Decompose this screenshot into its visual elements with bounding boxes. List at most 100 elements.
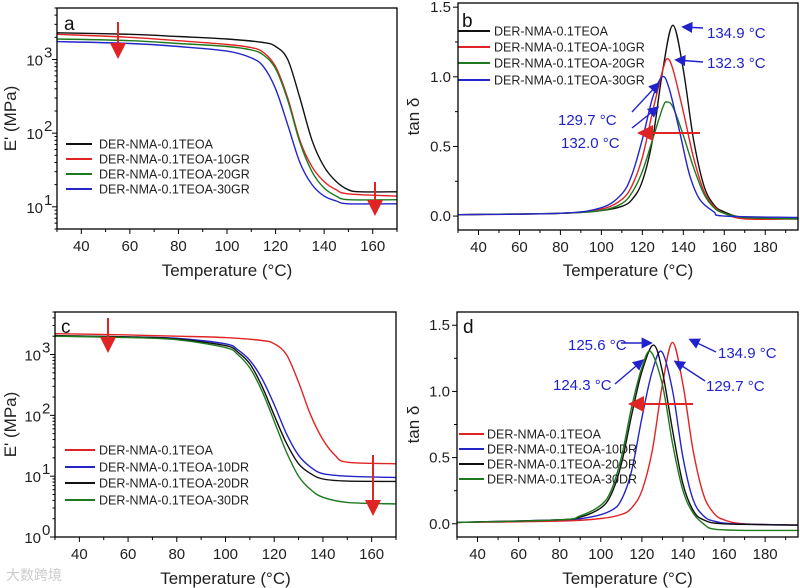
legend-label: DER-NMA-0.1TEOA-30GR: [494, 74, 645, 88]
x-tick-label: 60: [122, 238, 139, 255]
series-line-3: [458, 101, 798, 220]
panel-b: DER-NMA-0.1TEOA DER-NMA-0.1TEOA-10GR DER-N…: [404, 0, 799, 280]
peak-annotation: 129.7 °C: [706, 378, 765, 395]
x-tick-label: 100: [588, 546, 613, 563]
y-axis-label: tan δ: [404, 98, 423, 136]
peak-arrow-icon: [688, 338, 717, 353]
x-tick-label: 40: [469, 546, 486, 563]
y-tick-base: 10: [26, 200, 43, 217]
watermark: 大数跨境: [6, 568, 62, 584]
y-tick-base: 10: [26, 126, 43, 143]
y-tick-exponent: 1: [44, 192, 52, 209]
panel-a: DER-NMA-0.1TEOADER-NMA-0.1TEOA-10GRDER-N…: [1, 7, 398, 280]
x-tick-label: 140: [670, 546, 695, 563]
legend-label: DER-NMA-0.1TEOA-10GR: [494, 41, 645, 55]
legend-label: DER-NMA-0.1TEOA-10DR: [99, 461, 249, 475]
y-axis-label: E' (MPa): [1, 392, 20, 458]
panel-d: DER-NMA-0.1TEOADER-NMA-0.1TEOA-10DRDER-N…: [404, 311, 799, 588]
peak-annotation: 129.7 °C: [558, 112, 617, 129]
x-tick-label: 180: [753, 239, 778, 256]
series-line-1: [457, 341, 798, 526]
peak-annotation: 125.6 °C: [568, 337, 627, 354]
series-line-4: [57, 40, 397, 205]
peak-arrow-icon: [674, 55, 704, 67]
y-tick-exponent: 3: [44, 44, 52, 61]
x-tick-label: 120: [263, 238, 288, 255]
x-tick-label: 60: [511, 239, 528, 256]
y-tick-base: 10: [24, 469, 41, 486]
x-tick-label: 40: [71, 546, 88, 563]
y-tick-exponent: 2: [44, 118, 52, 135]
x-axis-label: Temperature (°C): [563, 261, 694, 280]
panel-letter: c: [61, 317, 71, 338]
legend-label: DER-NMA-0.1TEOA-10DR: [487, 443, 637, 457]
panel-letter: b: [462, 11, 473, 32]
peak-arrow-icon: [631, 81, 660, 113]
x-tick-label: 160: [360, 238, 385, 255]
legend-label: DER-NMA-0.1TEOA-10GR: [99, 153, 250, 167]
panel-letter: a: [64, 14, 75, 35]
y-axis-label: E' (MPa): [1, 86, 20, 152]
y-tick-exponent: 2: [42, 400, 50, 417]
y-tick-exponent: 1: [42, 461, 50, 478]
peak-annotation: 134.9 °C: [718, 345, 777, 362]
x-axis-label: Temperature (°C): [562, 569, 693, 588]
peak-arrow-icon: [614, 359, 645, 385]
series-line-2: [57, 33, 397, 197]
x-tick-label: 100: [214, 238, 239, 255]
x-tick-label: 100: [589, 239, 614, 256]
x-tick-label: 120: [629, 546, 654, 563]
series-line-1: [57, 32, 397, 193]
series-line-2: [458, 57, 798, 220]
series-line-4: [458, 75, 798, 219]
y-tick-base: 10: [24, 530, 41, 547]
x-tick-label: 140: [310, 546, 335, 563]
peak-annotation: 132.3 °C: [707, 55, 766, 72]
x-tick-label: 80: [168, 546, 185, 563]
y-tick-base: 10: [24, 348, 41, 365]
y-tick-base: 10: [26, 52, 43, 69]
panel-c: DER-NMA-0.1TEOA DER-NMA-0.1TEOA-10DR DER-N…: [1, 311, 397, 588]
y-tick-exponent: 3: [42, 340, 50, 357]
legend-label: DER-NMA-0.1TEOA: [99, 444, 214, 458]
series-line-3: [57, 38, 397, 201]
x-tick-label: 160: [712, 546, 737, 563]
x-tick-label: 100: [213, 546, 238, 563]
y-tick-exponent: 0: [42, 522, 50, 539]
legend-label: DER-NMA-0.1TEOA-30GR: [99, 183, 250, 197]
series-line-1: [55, 333, 396, 465]
legend-label: DER-NMA-0.1TEOA-30DR: [487, 473, 637, 487]
legend-label: DER-NMA-0.1TEOA: [99, 138, 214, 152]
x-tick-label: 80: [170, 238, 187, 255]
x-tick-label: 80: [551, 546, 568, 563]
series-line-4: [55, 335, 396, 505]
x-tick-label: 40: [470, 239, 487, 256]
legend-label: DER-NMA-0.1TEOA: [494, 25, 609, 39]
y-tick-label: 1.0: [430, 69, 451, 86]
y-tick-label: 1.0: [429, 383, 450, 400]
peak-annotation: 134.9 °C: [707, 25, 766, 42]
legend-label: DER-NMA-0.1TEOA-20DR: [99, 477, 249, 491]
series-line-4: [457, 350, 798, 532]
x-tick-label: 60: [510, 546, 527, 563]
x-tick-label: 180: [753, 546, 778, 563]
x-tick-label: 60: [120, 546, 137, 563]
y-tick-label: 0.5: [429, 450, 450, 467]
x-tick-label: 120: [262, 546, 287, 563]
legend-label: DER-NMA-0.1TEOA-20GR: [99, 168, 250, 182]
y-tick-label: 0.0: [429, 516, 450, 533]
peak-annotation: 132.0 °C: [561, 135, 620, 152]
x-tick-label: 160: [712, 239, 737, 256]
peak-arrow-icon: [681, 21, 704, 34]
panel-letter: d: [463, 317, 474, 338]
x-tick-label: 80: [552, 239, 569, 256]
y-tick-label: 0.0: [430, 208, 451, 225]
x-axis-label: Temperature (°C): [162, 261, 293, 280]
x-tick-label: 40: [73, 238, 90, 255]
series-line-3: [457, 344, 798, 526]
peak-arrow-icon: [631, 106, 660, 129]
y-tick-label: 1.5: [429, 317, 450, 334]
y-tick-label: 0.5: [430, 138, 451, 155]
legend-label: DER-NMA-0.1TEOA-30DR: [99, 494, 249, 508]
